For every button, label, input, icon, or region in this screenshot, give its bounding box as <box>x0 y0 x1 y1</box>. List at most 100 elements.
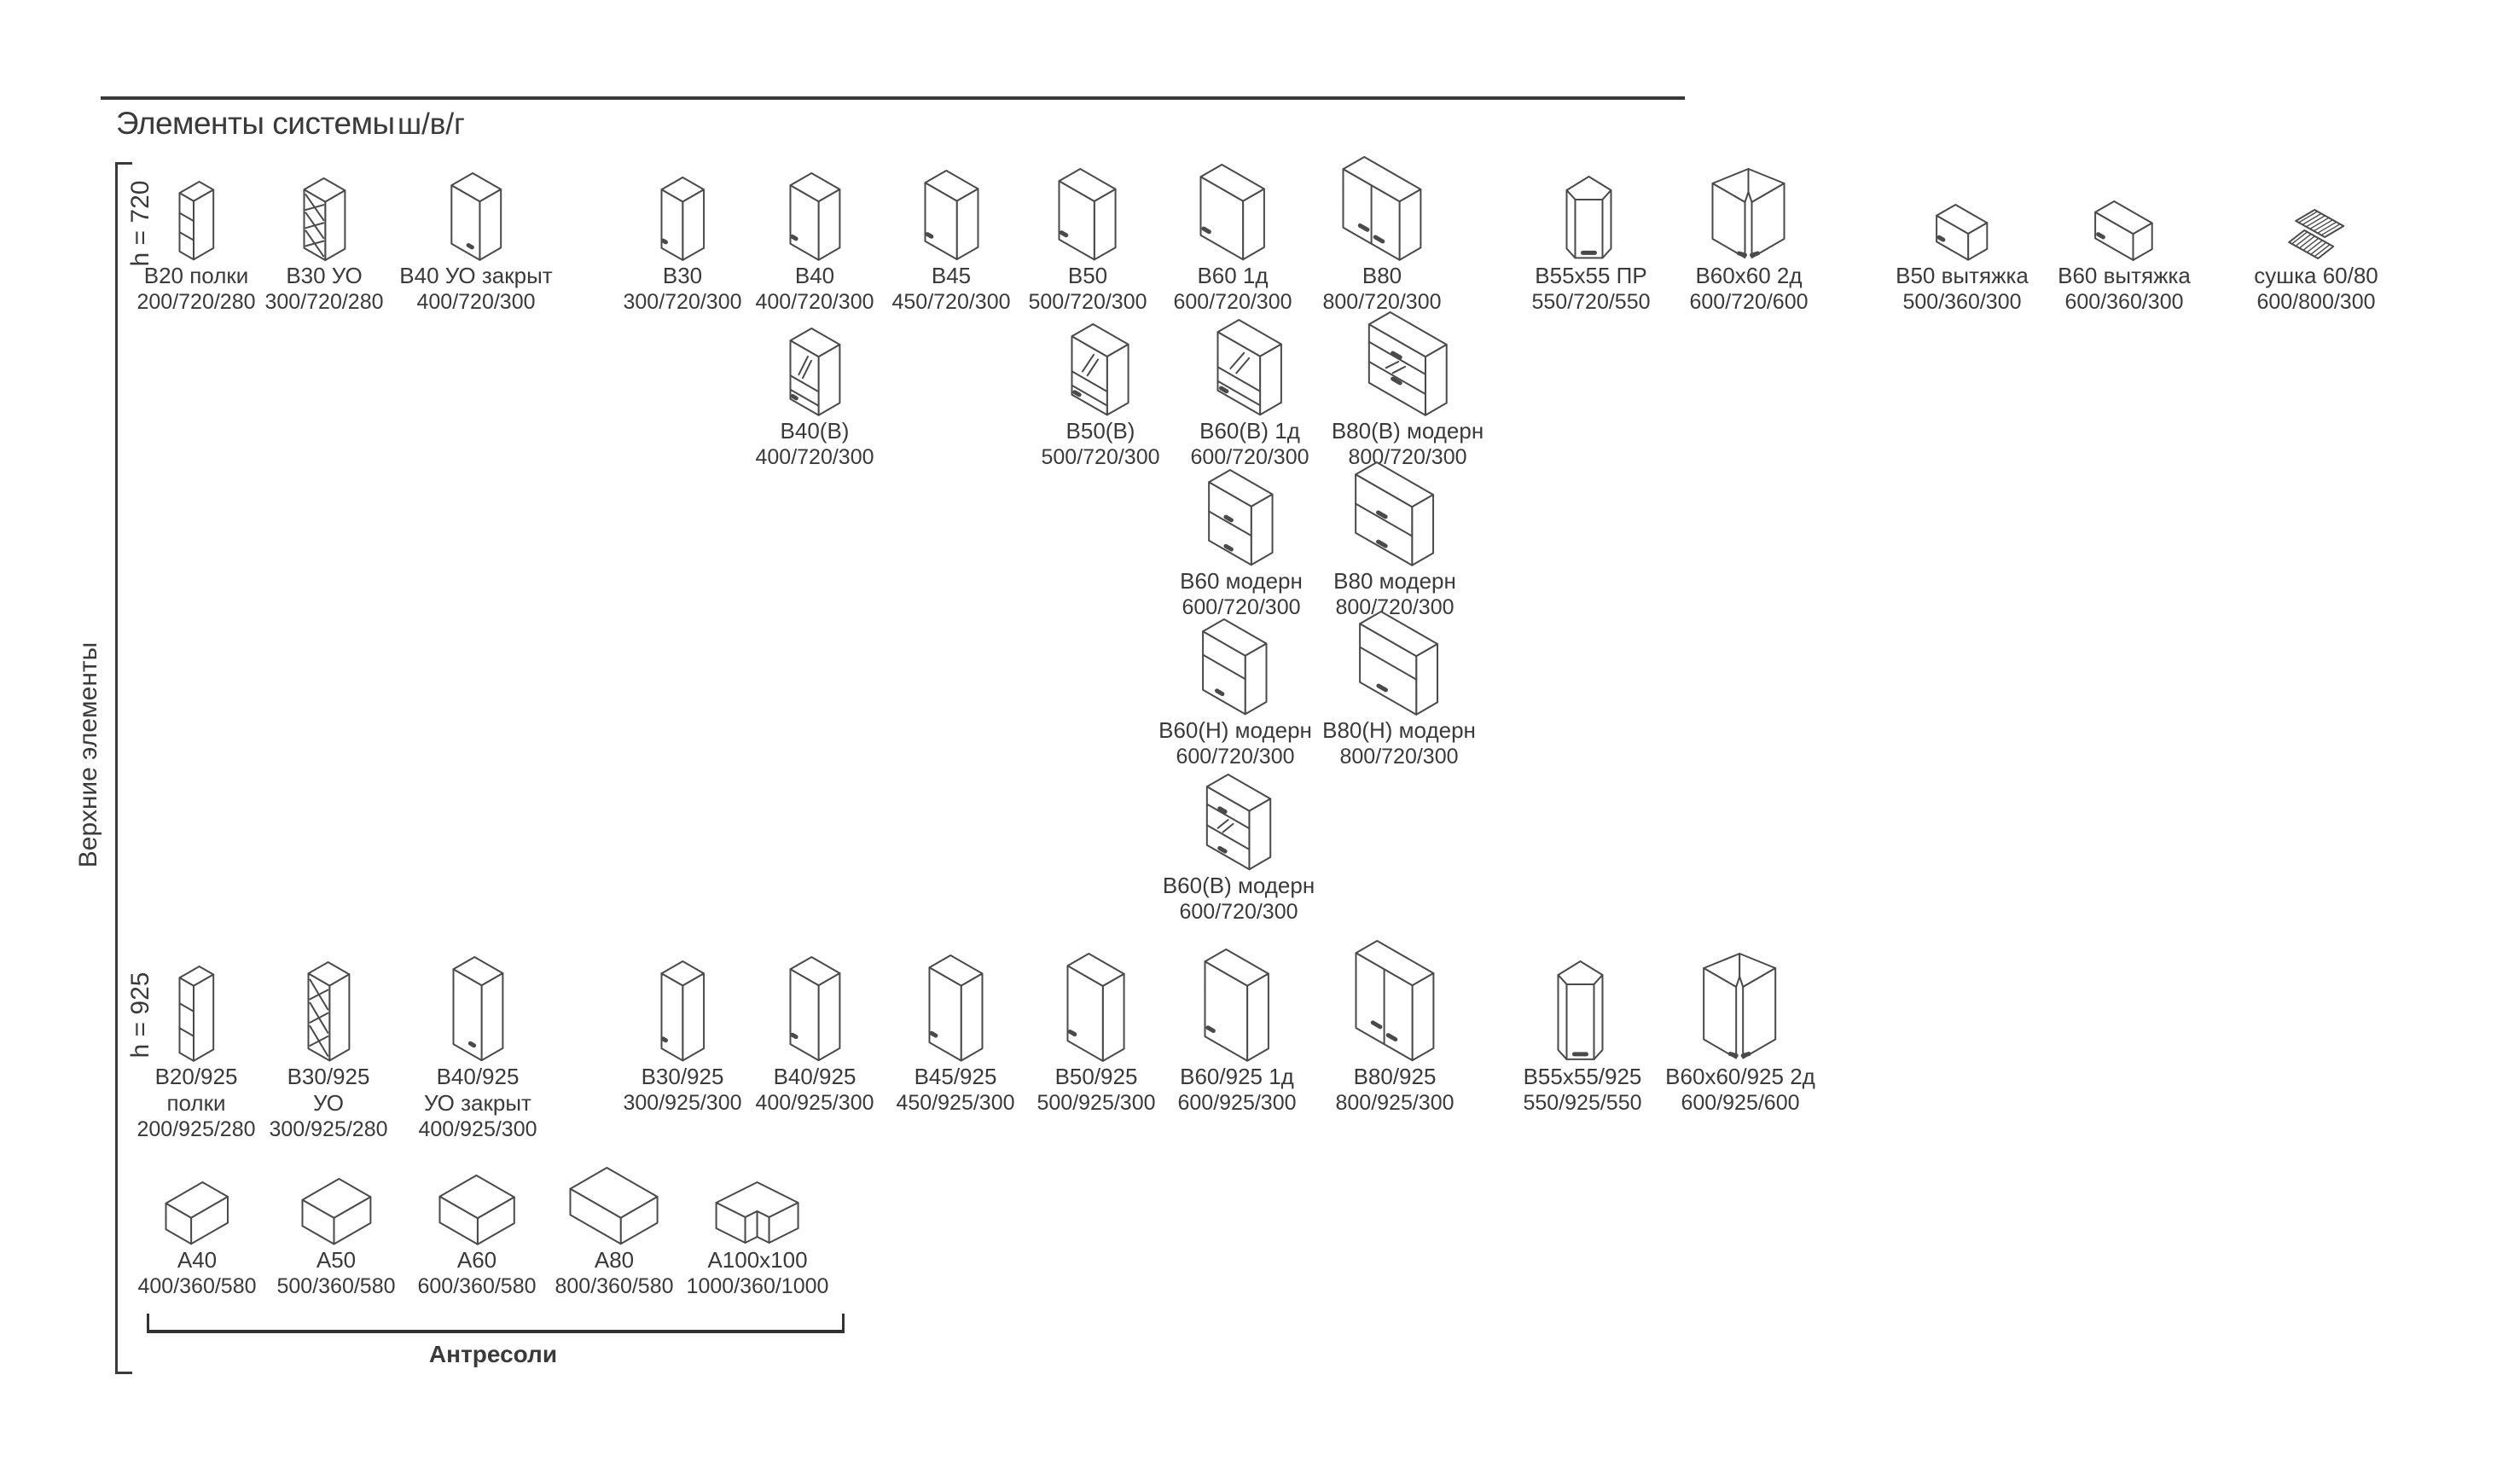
item-dimensions: 600/925/600 <box>1681 1091 1800 1115</box>
corner-l-icon <box>1689 164 1808 263</box>
item-subname: УО <box>313 1090 344 1116</box>
top-rule <box>101 96 1685 100</box>
item-name: В40 УО закрыт <box>399 263 553 288</box>
dryer-icon <box>2254 164 2378 263</box>
catalog-item: В30 УО 300/720/280 <box>264 164 384 316</box>
flap1-icon <box>1158 618 1312 717</box>
catalog-item: В20 полки 200/720/280 <box>136 164 256 316</box>
catalog-item: В30 300/720/300 <box>623 164 742 316</box>
item-dimensions: 400/720/300 <box>755 290 874 314</box>
catalog-item: В20/925 полки 200/925/280 <box>136 943 256 1143</box>
corner-pent-icon <box>1523 943 1641 1064</box>
item-dimensions: 300/720/280 <box>264 290 384 314</box>
item-name: В80 модерн <box>1333 568 1456 594</box>
item-dimensions: 800/720/300 <box>1335 595 1455 619</box>
door-icon <box>896 943 1014 1064</box>
door-icon <box>755 164 874 263</box>
item-dimensions: 1000/360/1000 <box>686 1274 829 1298</box>
catalog-item: А50 500/360/580 <box>276 1170 396 1300</box>
item-dimensions: 500/720/300 <box>1028 290 1147 314</box>
door-icon <box>1177 943 1296 1064</box>
catalog-item: В60(В) модерн 600/720/300 <box>1162 774 1315 925</box>
item-name: В50 <box>1067 263 1108 288</box>
item-name: В45 <box>931 263 972 288</box>
catalog-item: В55х55 ПР 550/720/550 <box>1531 164 1651 316</box>
item-name: В60/925 1д <box>1180 1064 1294 1089</box>
item-dimensions: 550/720/550 <box>1531 290 1651 314</box>
item-name: В20 полки <box>143 263 249 288</box>
catalog-item: В60/925 1д 600/925/300 <box>1177 943 1297 1117</box>
item-dimensions: 400/720/300 <box>755 445 874 469</box>
catalog-item: сушка 60/80 600/800/300 <box>2254 164 2378 316</box>
box-icon <box>555 1167 673 1247</box>
catalog-item: А100х100 1000/360/1000 <box>686 1170 829 1300</box>
catalog-item: В80/925 800/925/300 <box>1335 940 1455 1117</box>
catalog-item: В60(Н) модерн 600/720/300 <box>1158 618 1312 770</box>
item-name: В80/925 <box>1353 1064 1437 1089</box>
catalog-item: В60 1д 600/720/300 <box>1173 164 1292 316</box>
flap-glass-icon <box>1163 774 1315 873</box>
item-name: В60х60/925 2д <box>1665 1064 1815 1089</box>
item-dimensions: 550/925/550 <box>1523 1091 1642 1115</box>
item-name: В60 1д <box>1197 263 1269 288</box>
catalog-item: В40(В) 400/720/300 <box>755 326 874 471</box>
item-dimensions: 500/360/580 <box>276 1274 396 1298</box>
item-name: В55х55/925 <box>1523 1064 1642 1089</box>
catalog-item: В50/925 500/925/300 <box>1036 943 1156 1117</box>
item-name: В40/925 <box>773 1064 856 1089</box>
item-dimensions: 300/925/300 <box>623 1091 742 1115</box>
catalog-item: В80(Н) модерн 800/720/300 <box>1322 611 1476 770</box>
open-shelf-icon <box>136 164 255 263</box>
catalog-item: В30/925 300/925/300 <box>623 943 742 1117</box>
item-name: А50 <box>316 1247 357 1273</box>
glass-icon <box>1041 323 1159 418</box>
corner-open-icon <box>264 164 383 263</box>
item-name: А80 <box>594 1247 635 1273</box>
catalog-item: В50 500/720/300 <box>1028 164 1147 316</box>
flap2-icon <box>1333 461 1456 568</box>
item-dimensions: 600/720/600 <box>1689 290 1809 314</box>
item-dimensions: 500/360/300 <box>1902 290 2022 314</box>
corner-pent-icon <box>1531 164 1650 263</box>
catalog-item: В30/925 УО 300/925/280 <box>269 943 388 1143</box>
item-dimensions: 500/925/300 <box>1036 1091 1156 1115</box>
door-icon <box>623 164 741 263</box>
catalog-item: В45 450/720/300 <box>891 164 1011 316</box>
door-icon <box>1173 164 1292 263</box>
item-dimensions: 600/720/300 <box>1179 900 1298 924</box>
item-name: А100х100 <box>707 1247 808 1273</box>
catalog-item: В40 УО закрыт 400/720/300 <box>399 164 553 316</box>
antresols-bracket <box>147 1314 845 1333</box>
catalog-item: А80 800/360/580 <box>555 1167 674 1300</box>
item-dimensions: 400/925/300 <box>755 1091 874 1115</box>
item-dimensions: 450/925/300 <box>896 1091 1015 1115</box>
hood-icon <box>1896 164 2029 263</box>
item-dimensions: 800/925/300 <box>1335 1091 1455 1115</box>
catalog-item: В55х55/925 550/925/550 <box>1523 943 1642 1117</box>
item-name: В60(В) модерн <box>1162 873 1315 898</box>
catalog-item: В60(В) 1д 600/720/300 <box>1190 319 1309 471</box>
corner-l-icon <box>1665 943 1815 1064</box>
item-name: В30/925 <box>287 1064 370 1089</box>
item-name: В50 вытяжка <box>1896 263 2029 288</box>
corner-closed-icon <box>418 943 537 1064</box>
item-dimensions: 600/720/300 <box>1190 445 1309 469</box>
item-name: А60 <box>456 1247 497 1273</box>
catalog-item: В80 800/720/300 <box>1322 156 1442 316</box>
item-name: А40 <box>177 1247 218 1273</box>
item-name: В30 УО <box>286 263 363 288</box>
item-dimensions: 200/925/280 <box>136 1117 256 1141</box>
item-name: В50/925 <box>1054 1064 1138 1089</box>
item-subname: полки <box>166 1090 226 1116</box>
item-name: В40(В) <box>780 418 850 444</box>
item-dimensions: 500/720/300 <box>1041 445 1160 469</box>
item-name: В60х60 2д <box>1695 263 1803 288</box>
box-icon <box>137 1170 256 1247</box>
catalog-item: В50(В) 500/720/300 <box>1041 323 1160 471</box>
catalog-item: А60 600/360/580 <box>417 1170 537 1300</box>
item-name: В45/925 <box>914 1064 997 1089</box>
catalog-item: В60 модерн 600/720/300 <box>1180 469 1303 621</box>
glass-icon <box>755 326 874 418</box>
item-dimensions: 200/720/280 <box>136 290 256 314</box>
